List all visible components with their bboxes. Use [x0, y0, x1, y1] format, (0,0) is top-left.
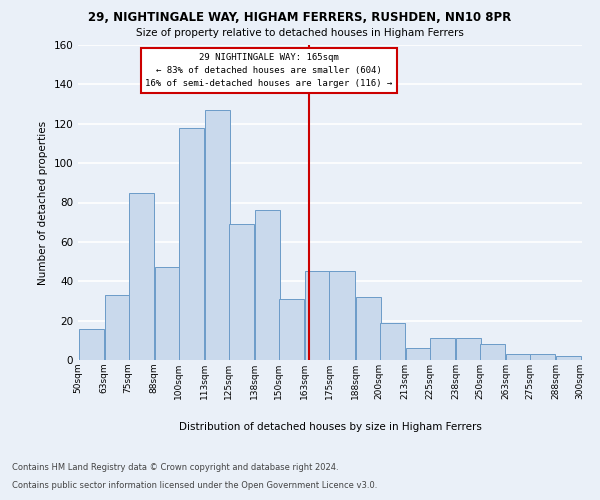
Bar — [329, 272, 355, 360]
Bar — [279, 299, 304, 360]
Bar — [356, 297, 381, 360]
Bar — [556, 356, 581, 360]
Text: Size of property relative to detached houses in Higham Ferrers: Size of property relative to detached ho… — [136, 28, 464, 38]
Bar — [179, 128, 204, 360]
Bar — [480, 344, 505, 360]
Bar — [530, 354, 556, 360]
Text: Distribution of detached houses by size in Higham Ferrers: Distribution of detached houses by size … — [179, 422, 481, 432]
Bar — [305, 272, 331, 360]
Bar — [104, 295, 130, 360]
Text: Contains HM Land Registry data © Crown copyright and database right 2024.: Contains HM Land Registry data © Crown c… — [12, 462, 338, 471]
Bar — [506, 354, 531, 360]
Bar — [406, 348, 431, 360]
Bar — [205, 110, 230, 360]
Text: 29 NIGHTINGALE WAY: 165sqm
← 83% of detached houses are smaller (604)
16% of sem: 29 NIGHTINGALE WAY: 165sqm ← 83% of deta… — [145, 53, 392, 88]
Bar — [255, 210, 280, 360]
Bar — [229, 224, 254, 360]
Bar — [456, 338, 481, 360]
Bar — [129, 192, 154, 360]
Text: Contains public sector information licensed under the Open Government Licence v3: Contains public sector information licen… — [12, 481, 377, 490]
Bar — [430, 338, 455, 360]
Bar — [79, 328, 104, 360]
Bar — [380, 322, 405, 360]
Y-axis label: Number of detached properties: Number of detached properties — [38, 120, 48, 284]
Bar — [155, 268, 180, 360]
Text: 29, NIGHTINGALE WAY, HIGHAM FERRERS, RUSHDEN, NN10 8PR: 29, NIGHTINGALE WAY, HIGHAM FERRERS, RUS… — [88, 11, 512, 24]
